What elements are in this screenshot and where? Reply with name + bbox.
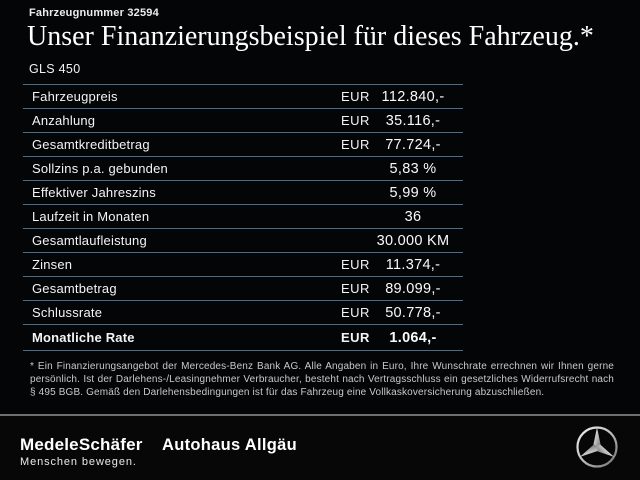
row-value: 1.064,- <box>389 329 437 346</box>
table-row: Effektiver Jahreszins 5,99 % <box>23 180 463 204</box>
page-title: Unser Finanzierungsbeispiel für dieses F… <box>27 21 594 52</box>
footer-divider <box>0 414 640 416</box>
row-value: 89.099,- <box>385 280 441 297</box>
row-label: Schlussrate <box>32 305 103 320</box>
table-row: Sollzins p.a. gebunden 5,83 % <box>23 156 463 180</box>
table-row: Gesamtbetrag EUR 89.099,- <box>23 276 463 300</box>
row-label: Monatliche Rate <box>32 330 135 345</box>
table-row-monthly-rate: Monatliche Rate EUR 1.064,- <box>23 324 463 351</box>
row-value: 11.374,- <box>385 256 441 273</box>
row-currency: EUR <box>341 305 370 320</box>
row-value: 112.840,- <box>381 88 445 105</box>
table-row: Zinsen EUR 11.374,- <box>23 252 463 276</box>
table-row: Gesamtkreditbetrag EUR 77.724,- <box>23 132 463 156</box>
table-row: Schlussrate EUR 50.778,- <box>23 300 463 324</box>
row-value: 5,99 % <box>389 184 437 201</box>
financing-table: Fahrzeugpreis EUR 112.840,- Anzahlung EU… <box>23 84 463 351</box>
dealer-location-logo: Autohaus Allgäu <box>162 436 297 454</box>
row-label: Gesamtbetrag <box>32 281 117 296</box>
row-label: Sollzins p.a. gebunden <box>32 161 168 176</box>
row-currency: EUR <box>341 89 370 104</box>
row-label: Effektiver Jahreszins <box>32 185 156 200</box>
row-label: Gesamtlaufleistung <box>32 233 147 248</box>
row-currency: EUR <box>341 281 370 296</box>
table-row: Fahrzeugpreis EUR 112.840,- <box>23 84 463 108</box>
legal-footnote: * Ein Finanzierungsangebot der Mercedes-… <box>30 361 614 398</box>
table-row: Gesamtlaufleistung 30.000 KM <box>23 228 463 252</box>
row-label: Anzahlung <box>32 113 96 128</box>
row-value: 36 <box>404 208 422 225</box>
table-row: Laufzeit in Monaten 36 <box>23 204 463 228</box>
row-value: 35.116,- <box>385 112 441 129</box>
row-value: 77.724,- <box>385 136 441 153</box>
row-currency: EUR <box>341 113 370 128</box>
row-label: Laufzeit in Monaten <box>32 209 150 224</box>
row-value: 5,83 % <box>389 160 437 177</box>
row-currency: EUR <box>341 330 370 345</box>
row-currency: EUR <box>341 137 370 152</box>
vehicle-number: Fahrzeugnummer 32594 <box>29 7 159 19</box>
mercedes-benz-star-icon <box>576 426 618 468</box>
row-label: Fahrzeugpreis <box>32 89 118 104</box>
dealer-tagline: Menschen bewegen. <box>20 456 137 468</box>
row-value: 50.778,- <box>385 304 441 321</box>
row-value: 30.000 KM <box>376 232 450 249</box>
vehicle-model: GLS 450 <box>29 62 81 76</box>
dealer-logo: MedeleSchäfer <box>20 435 143 454</box>
row-label: Zinsen <box>32 257 73 272</box>
footer: MedeleSchäfer Menschen bewegen. Autohaus… <box>0 416 640 480</box>
row-label: Gesamtkreditbetrag <box>32 137 150 152</box>
table-row: Anzahlung EUR 35.116,- <box>23 108 463 132</box>
row-currency: EUR <box>341 257 370 272</box>
